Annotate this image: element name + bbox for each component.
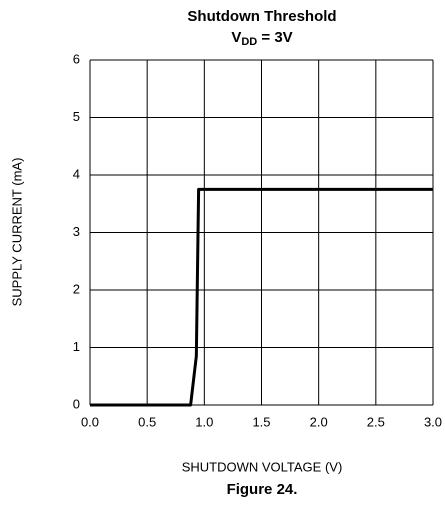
- y-axis-label: SUPPLY CURRENT (mA): [9, 158, 24, 307]
- x-tick-label: 0.5: [138, 414, 156, 429]
- x-axis-label: SHUTDOWN VOLTAGE (V): [182, 459, 343, 474]
- x-tick-label: 2.0: [310, 414, 328, 429]
- y-tick-label: 2: [73, 281, 80, 296]
- x-tick-label: 1.5: [252, 414, 270, 429]
- y-tick-label: 4: [73, 166, 80, 181]
- x-tick-label: 3.0: [424, 414, 442, 429]
- subtitle-part: = 3V: [257, 29, 292, 46]
- chart-subtitle: VDD = 3V: [231, 29, 292, 48]
- y-tick-label: 5: [73, 109, 80, 124]
- chart-title: Shutdown Threshold: [187, 8, 336, 25]
- y-tick-label: 6: [73, 51, 80, 66]
- data-line: [90, 187, 433, 407]
- subtitle-part: V: [231, 29, 241, 46]
- x-tick-label: 2.5: [367, 414, 385, 429]
- figure-caption: Figure 24.: [227, 481, 298, 498]
- y-tick-label: 0: [73, 396, 80, 411]
- y-tick-label: 1: [73, 339, 80, 354]
- subtitle-subscript: DD: [241, 36, 257, 48]
- x-tick-label: 1.0: [195, 414, 213, 429]
- y-tick-label: 3: [73, 224, 80, 239]
- x-tick-label: 0.0: [81, 414, 99, 429]
